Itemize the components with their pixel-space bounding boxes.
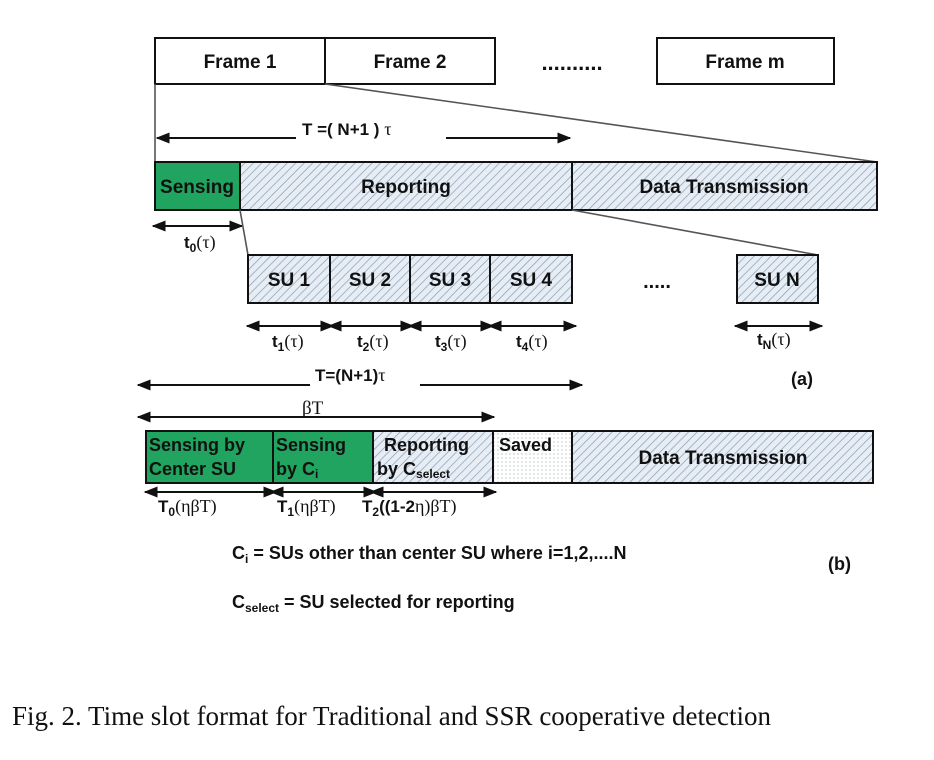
def-cselect: Cselect = SU selected for reporting [232,592,515,615]
frame-m-label: Frame m [705,52,784,73]
zoom-line-su-right [571,209,819,256]
data-transmission-label-a: Data Transmission [640,177,809,198]
zoom-line-right [324,83,878,163]
sensing-center-slot [145,430,274,484]
period-label-a-bg [296,118,446,140]
frame-1-label: Frame 1 [204,52,277,73]
sensing-ci-line2: by Ci [276,459,318,481]
su-1-block [247,254,331,304]
sensing-center-line2: Center SU [149,459,236,479]
zoom-line-su-left [239,209,249,256]
data-transmission-slot-b [571,430,874,484]
reporting-cselect-line1: Reporting [384,435,469,455]
su-n-block [736,254,819,304]
period-label-b: T=(N+1)τ [315,365,386,385]
frame-1-box [154,37,326,85]
frame-2-box [324,37,496,85]
reporting-slot-a [239,161,573,211]
t0-label: t0(τ) [184,232,216,255]
data-transmission-label-b: Data Transmission [639,448,808,469]
figure-caption: Fig. 2. Time slot format for Traditional… [12,701,771,731]
t1-label: t1(τ) [272,331,304,354]
T2-label: T2((1-2η)βT) [362,496,457,519]
frame-2-label: Frame 2 [374,52,447,73]
sensing-ci-line1: Sensing [276,435,346,455]
T1-label: T1(ηβT) [277,496,336,519]
sensing-label-a: Sensing [160,177,234,198]
T0-label: T0(ηβT) [158,496,217,519]
period-label-a: T =( N+1 ) τ [302,119,391,139]
reporting-cselect-line2: by Cselect [377,459,450,481]
frame-m-box [656,37,835,85]
reporting-label-a: Reporting [361,177,451,198]
sensing-center-line1: Sensing by [149,435,245,455]
data-transmission-slot-a [571,161,878,211]
su-2-label: SU 2 [349,270,391,291]
tn-label: tN(τ) [757,329,791,352]
su-2-block [329,254,411,304]
su-3-block [409,254,491,304]
label-b: (b) [828,554,851,574]
t2-label: t2(τ) [357,331,389,354]
reporting-cselect-slot [372,430,494,484]
saved-slot [492,430,573,484]
sensing-ci-slot [272,430,374,484]
t3-label: t3(τ) [435,331,467,354]
su-3-label: SU 3 [429,270,471,291]
label-a: (a) [791,369,813,389]
beta-t-label: βT [302,398,324,419]
frame-dots: .......... [541,50,602,75]
su-4-label: SU 4 [510,270,553,291]
def-ci: Ci = SUs other than center SU where i=1,… [232,543,626,566]
su-1-label: SU 1 [268,270,311,291]
sensing-slot-a [154,161,241,211]
period-label-b-bg [310,365,420,387]
su-4-block [489,254,573,304]
su-dots: ..... [643,271,671,293]
su-n-label: SU N [754,270,799,291]
t4-label: t4(τ) [516,331,548,354]
saved-label: Saved [499,435,552,455]
